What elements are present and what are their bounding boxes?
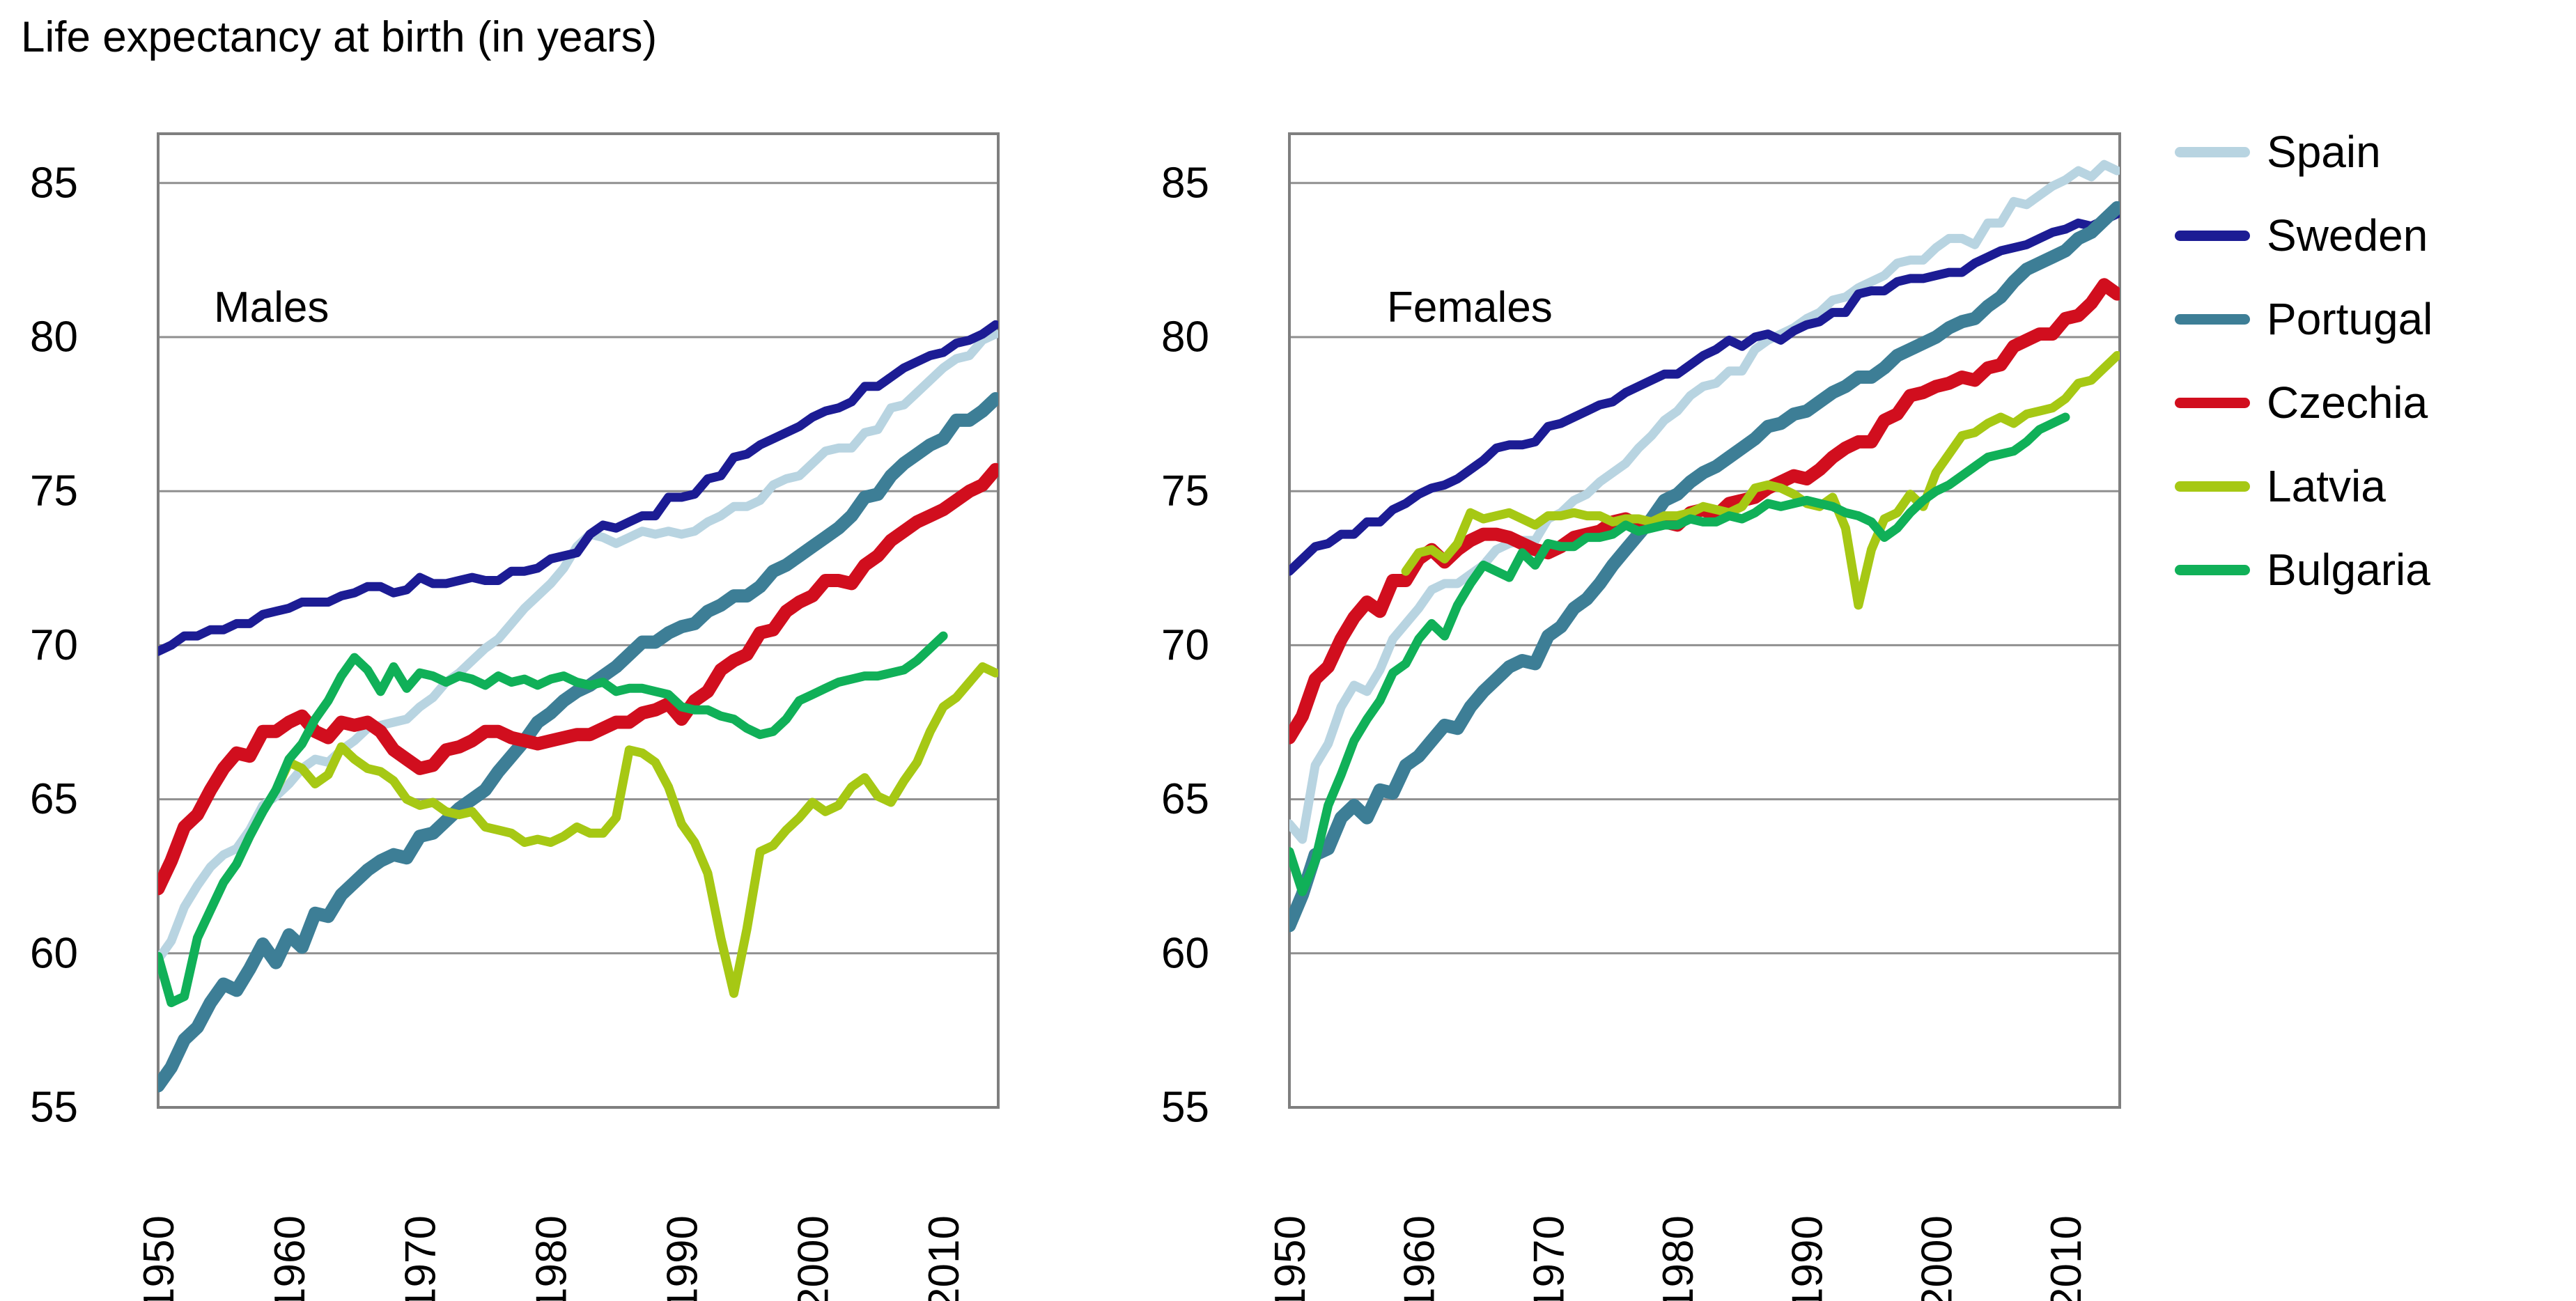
x-tick-label: 1980 (528, 1215, 576, 1301)
series-line-czechia (158, 462, 998, 896)
legend: Spain Sweden Portugal Czechia Latvia Bulgaria (2175, 110, 2433, 611)
legend-item-czechia: Czechia (2175, 361, 2433, 444)
legend-item-bulgaria: Bulgaria (2175, 528, 2433, 611)
x-tick-label: 1980 (1654, 1215, 1702, 1301)
series-line-spain (158, 329, 998, 965)
x-tick-label: 1950 (1266, 1215, 1314, 1301)
y-tick-label: 65 (30, 775, 78, 823)
legend-label: Czechia (2267, 377, 2428, 428)
legend-label: Spain (2267, 127, 2381, 177)
series-line-latvia (271, 662, 998, 998)
legend-label: Bulgaria (2267, 545, 2430, 595)
x-tick-label: 1970 (1525, 1215, 1573, 1301)
legend-color-line-icon (2175, 397, 2250, 408)
legend-color-line-icon (2175, 481, 2250, 492)
y-tick-label: 80 (1161, 313, 1209, 361)
plot-frame (157, 132, 1000, 1109)
x-tick-label: 2010 (920, 1215, 968, 1301)
x-tick-label: 1970 (397, 1215, 445, 1301)
series-line-portugal (1289, 201, 2120, 933)
legend-item-spain: Spain (2175, 110, 2433, 194)
series-line-portugal (158, 392, 998, 1093)
x-tick-label: 1990 (1784, 1215, 1832, 1301)
series-line-latvia (1401, 351, 2120, 610)
y-tick-label: 60 (30, 929, 78, 977)
legend-item-sweden: Sweden (2175, 194, 2433, 277)
x-tick-label: 1950 (135, 1215, 183, 1301)
x-tick-label: 1990 (658, 1215, 706, 1301)
y-tick-label: 70 (1161, 621, 1209, 669)
y-tick-label: 75 (1161, 467, 1209, 515)
y-tick-label: 65 (1161, 775, 1209, 823)
series-line-sweden (158, 320, 998, 656)
series-line-bulgaria (1289, 412, 2070, 896)
series-line-sweden (1289, 209, 2120, 576)
panel-label-females: Females (1387, 283, 1553, 332)
x-tick-label: 1960 (266, 1215, 314, 1301)
series-line-spain (1289, 159, 2120, 844)
y-tick-label: 80 (30, 313, 78, 361)
series-line-bulgaria (158, 631, 948, 1008)
chart-panel-females: 85 80 75 70 65 60 55 1950 1960 1970 1980 1990 2000 20… (1161, 132, 2121, 1301)
legend-color-line-icon (2175, 230, 2250, 241)
x-tick-label: 2000 (789, 1215, 837, 1301)
legend-label: Sweden (2267, 210, 2428, 260)
panel-label-males: Males (214, 283, 329, 332)
x-tick-label: 2000 (1913, 1215, 1961, 1301)
plot-frame (1288, 132, 2121, 1109)
y-tick-label: 70 (30, 621, 78, 669)
y-tick-label: 60 (1161, 929, 1209, 977)
legend-color-line-icon (2175, 146, 2250, 157)
x-tick-label: 1960 (1396, 1215, 1444, 1301)
chart-panel-males: 85 80 75 70 65 60 55 1950 1960 1970 1980 1990 2000 20… (30, 132, 1000, 1301)
legend-item-latvia: Latvia (2175, 444, 2433, 528)
y-tick-label: 55 (1161, 1084, 1209, 1132)
legend-color-line-icon (2175, 564, 2250, 575)
y-tick-label: 85 (1161, 159, 1209, 207)
legend-label: Portugal (2267, 294, 2433, 344)
y-tick-label: 85 (30, 159, 78, 207)
page-title: Life expectancy at birth (in years) (21, 13, 658, 61)
y-tick-label: 75 (30, 467, 78, 515)
legend-item-portugal: Portugal (2175, 277, 2433, 361)
x-tick-label: 2010 (2042, 1215, 2090, 1301)
y-tick-label: 55 (30, 1084, 78, 1132)
legend-color-line-icon (2175, 313, 2250, 325)
legend-label: Latvia (2267, 461, 2386, 511)
